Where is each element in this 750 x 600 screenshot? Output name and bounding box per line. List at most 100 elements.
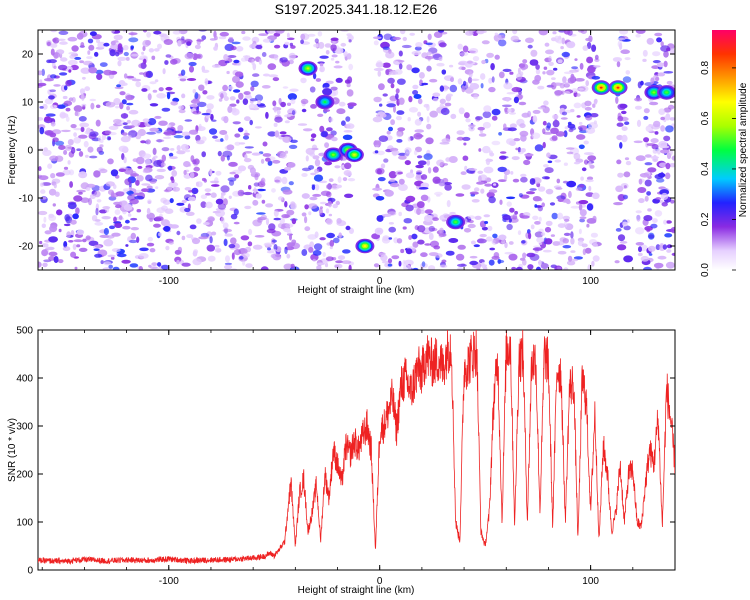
- heatmap-cell: [551, 135, 558, 141]
- heatmap-cell: [313, 243, 323, 251]
- heatmap-cell: [575, 187, 583, 192]
- heatmap-cell: [573, 161, 580, 165]
- heatmap-cell: [206, 103, 214, 110]
- heatmap-cell: [224, 134, 229, 141]
- heatmap-cell: [518, 90, 522, 95]
- heatmap-cell: [587, 65, 596, 74]
- heatmap-cell: [344, 193, 354, 198]
- heatmap-cell: [520, 176, 528, 183]
- heatmap-cell: [220, 216, 225, 224]
- heatmap-cell: [176, 260, 180, 265]
- heatmap-cell: [487, 225, 493, 232]
- heatmap-cell: [206, 244, 215, 252]
- heatmap-cell: [260, 214, 267, 220]
- heatmap-feature: [323, 147, 343, 163]
- heatmap-cell: [563, 232, 571, 236]
- heatmap-cell: [50, 173, 56, 179]
- heatmap-cell: [397, 171, 403, 175]
- heatmap-cell: [436, 62, 445, 67]
- heatmap-cell: [333, 237, 340, 244]
- heatmap-cell: [87, 146, 94, 153]
- heatmap-cell: [245, 263, 253, 268]
- heatmap-cell: [279, 131, 287, 135]
- heatmap-cell: [93, 170, 101, 178]
- heatmap-cell: [617, 172, 624, 178]
- heatmap-cell: [136, 175, 144, 182]
- heatmap-cell: [372, 116, 383, 123]
- heatmap-cell: [387, 77, 395, 84]
- heatmap-cell: [623, 171, 631, 178]
- heatmap-cell: [229, 171, 236, 175]
- heatmap-cell: [316, 262, 326, 266]
- heatmap-cell: [503, 123, 507, 130]
- snr-series-line: [38, 330, 675, 566]
- heatmap-cell: [155, 130, 162, 135]
- heatmap-cell: [131, 78, 142, 82]
- heatmap-cell: [663, 71, 674, 74]
- heatmap-cell: [429, 78, 438, 83]
- heatmap-cell: [497, 35, 506, 40]
- heatmap-cell: [44, 78, 54, 82]
- heatmap-cell: [570, 250, 576, 253]
- heatmap-cell: [468, 168, 478, 171]
- heatmap-cell: [393, 105, 396, 113]
- heatmap-cell: [468, 126, 475, 132]
- heatmap-cell: [547, 160, 553, 164]
- heatmap-cell: [508, 253, 518, 261]
- heatmap-cell: [561, 51, 570, 58]
- heatmap-cell: [211, 231, 217, 236]
- heatmap-cell: [584, 247, 592, 254]
- heatmap-cell: [398, 97, 405, 105]
- heatmap-cell: [578, 200, 589, 205]
- heatmap-cell: [72, 243, 77, 250]
- heatmap-cell: [93, 248, 100, 251]
- heatmap-cell: [532, 115, 538, 123]
- heatmap-cell: [423, 153, 433, 161]
- heatmap-cell: [146, 31, 151, 38]
- heatmap-cell: [462, 155, 469, 161]
- heatmap-cell: [420, 174, 428, 180]
- heatmap-cell: [527, 264, 534, 270]
- heatmap-cell: [341, 260, 352, 264]
- heatmap-cell: [38, 174, 43, 178]
- heatmap-cell: [567, 121, 572, 126]
- heatmap-cell: [158, 120, 168, 126]
- heatmap-cell: [185, 149, 191, 153]
- heatmap-cell: [461, 66, 466, 71]
- heatmap-cell: [192, 110, 202, 115]
- heatmap-cell: [624, 121, 630, 125]
- heatmap-cell: [640, 255, 650, 262]
- heatmap-cell: [179, 78, 187, 82]
- heatmap-cell: [94, 221, 104, 226]
- heatmap-cell: [530, 224, 535, 230]
- heatmap-cell: [420, 194, 429, 201]
- heatmap-cell: [222, 150, 233, 158]
- heatmap-cell: [529, 59, 539, 66]
- heatmap-cell: [398, 183, 408, 191]
- heatmap-cell: [500, 155, 509, 159]
- heatmap-cell: [181, 131, 191, 137]
- heatmap-cell: [396, 238, 403, 244]
- heatmap-cell: [484, 183, 492, 187]
- heatmap-cell: [526, 191, 535, 195]
- heatmap-cell: [616, 244, 627, 251]
- heatmap-cell: [656, 148, 661, 155]
- heatmap-cell: [231, 108, 240, 116]
- heatmap-cell: [94, 51, 99, 57]
- heatmap-cell: [101, 134, 107, 141]
- heatmap-cell: [417, 160, 427, 166]
- heatmap-cell: [563, 267, 569, 270]
- heatmap-cell: [483, 166, 494, 174]
- heatmap-cell: [50, 48, 55, 56]
- heatmap-cell: [262, 73, 271, 77]
- heatmap-cell: [587, 155, 597, 162]
- heatmap-cell: [621, 110, 627, 115]
- heatmap-cell: [70, 124, 77, 129]
- heatmap-cell: [665, 162, 671, 170]
- heatmap-cell: [224, 262, 232, 266]
- heatmap-cell: [314, 168, 320, 174]
- heatmap-cell: [465, 118, 471, 123]
- heatmap-cell: [48, 188, 57, 196]
- heatmap-cell: [87, 50, 91, 55]
- heatmap-cell: [311, 144, 318, 151]
